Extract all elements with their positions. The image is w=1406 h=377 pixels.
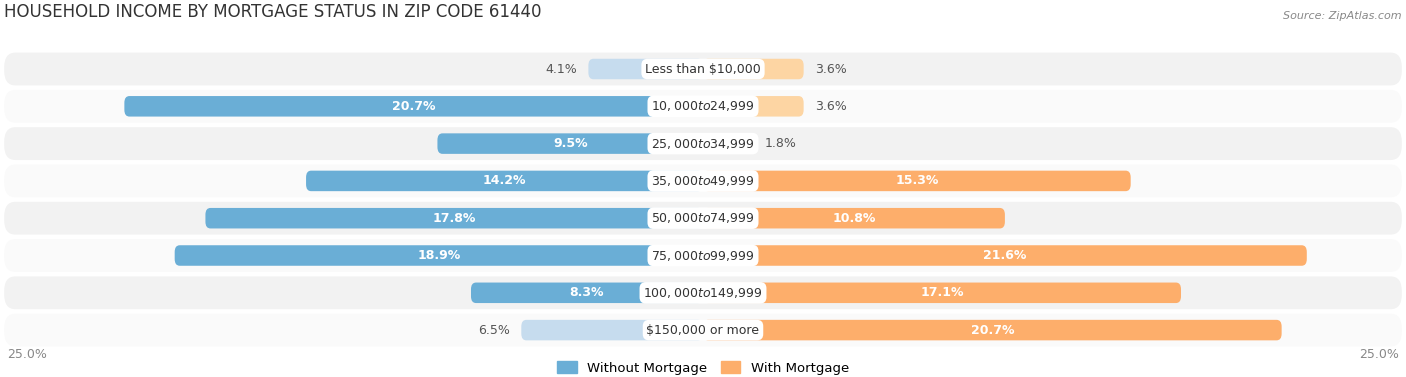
FancyBboxPatch shape [703,245,1306,266]
Text: 3.6%: 3.6% [815,63,846,75]
FancyBboxPatch shape [703,171,1130,191]
Text: 20.7%: 20.7% [970,323,1014,337]
FancyBboxPatch shape [205,208,703,228]
FancyBboxPatch shape [703,282,1181,303]
Text: 1.8%: 1.8% [765,137,796,150]
Text: $35,000 to $49,999: $35,000 to $49,999 [651,174,755,188]
FancyBboxPatch shape [437,133,703,154]
FancyBboxPatch shape [4,53,1402,86]
FancyBboxPatch shape [4,239,1402,272]
FancyBboxPatch shape [4,314,1402,346]
FancyBboxPatch shape [124,96,703,116]
Text: 6.5%: 6.5% [478,323,510,337]
Text: Less than $10,000: Less than $10,000 [645,63,761,75]
Text: 25.0%: 25.0% [1360,348,1399,361]
FancyBboxPatch shape [307,171,703,191]
Text: 8.3%: 8.3% [569,286,605,299]
FancyBboxPatch shape [703,208,1005,228]
FancyBboxPatch shape [4,90,1402,123]
Text: HOUSEHOLD INCOME BY MORTGAGE STATUS IN ZIP CODE 61440: HOUSEHOLD INCOME BY MORTGAGE STATUS IN Z… [4,3,541,20]
FancyBboxPatch shape [174,245,703,266]
Text: $75,000 to $99,999: $75,000 to $99,999 [651,248,755,262]
FancyBboxPatch shape [522,320,703,340]
Text: $100,000 to $149,999: $100,000 to $149,999 [644,286,762,300]
Text: $25,000 to $34,999: $25,000 to $34,999 [651,136,755,150]
Text: 15.3%: 15.3% [896,175,939,187]
Text: 4.1%: 4.1% [546,63,578,75]
FancyBboxPatch shape [703,96,804,116]
Text: 21.6%: 21.6% [983,249,1026,262]
FancyBboxPatch shape [703,133,754,154]
FancyBboxPatch shape [4,127,1402,160]
FancyBboxPatch shape [4,202,1402,234]
Text: $50,000 to $74,999: $50,000 to $74,999 [651,211,755,225]
Text: 20.7%: 20.7% [392,100,436,113]
FancyBboxPatch shape [588,59,703,79]
FancyBboxPatch shape [4,276,1402,309]
Legend: Without Mortgage, With Mortgage: Without Mortgage, With Mortgage [557,361,849,375]
FancyBboxPatch shape [471,282,703,303]
Text: 14.2%: 14.2% [482,175,526,187]
Text: 25.0%: 25.0% [7,348,46,361]
FancyBboxPatch shape [703,320,1282,340]
Text: 18.9%: 18.9% [418,249,461,262]
FancyBboxPatch shape [4,164,1402,197]
Text: $10,000 to $24,999: $10,000 to $24,999 [651,99,755,113]
Text: 17.8%: 17.8% [433,212,475,225]
Text: 10.8%: 10.8% [832,212,876,225]
Text: 17.1%: 17.1% [921,286,963,299]
Text: Source: ZipAtlas.com: Source: ZipAtlas.com [1284,11,1402,20]
Text: 3.6%: 3.6% [815,100,846,113]
Text: $150,000 or more: $150,000 or more [647,323,759,337]
FancyBboxPatch shape [703,59,804,79]
Text: 9.5%: 9.5% [553,137,588,150]
